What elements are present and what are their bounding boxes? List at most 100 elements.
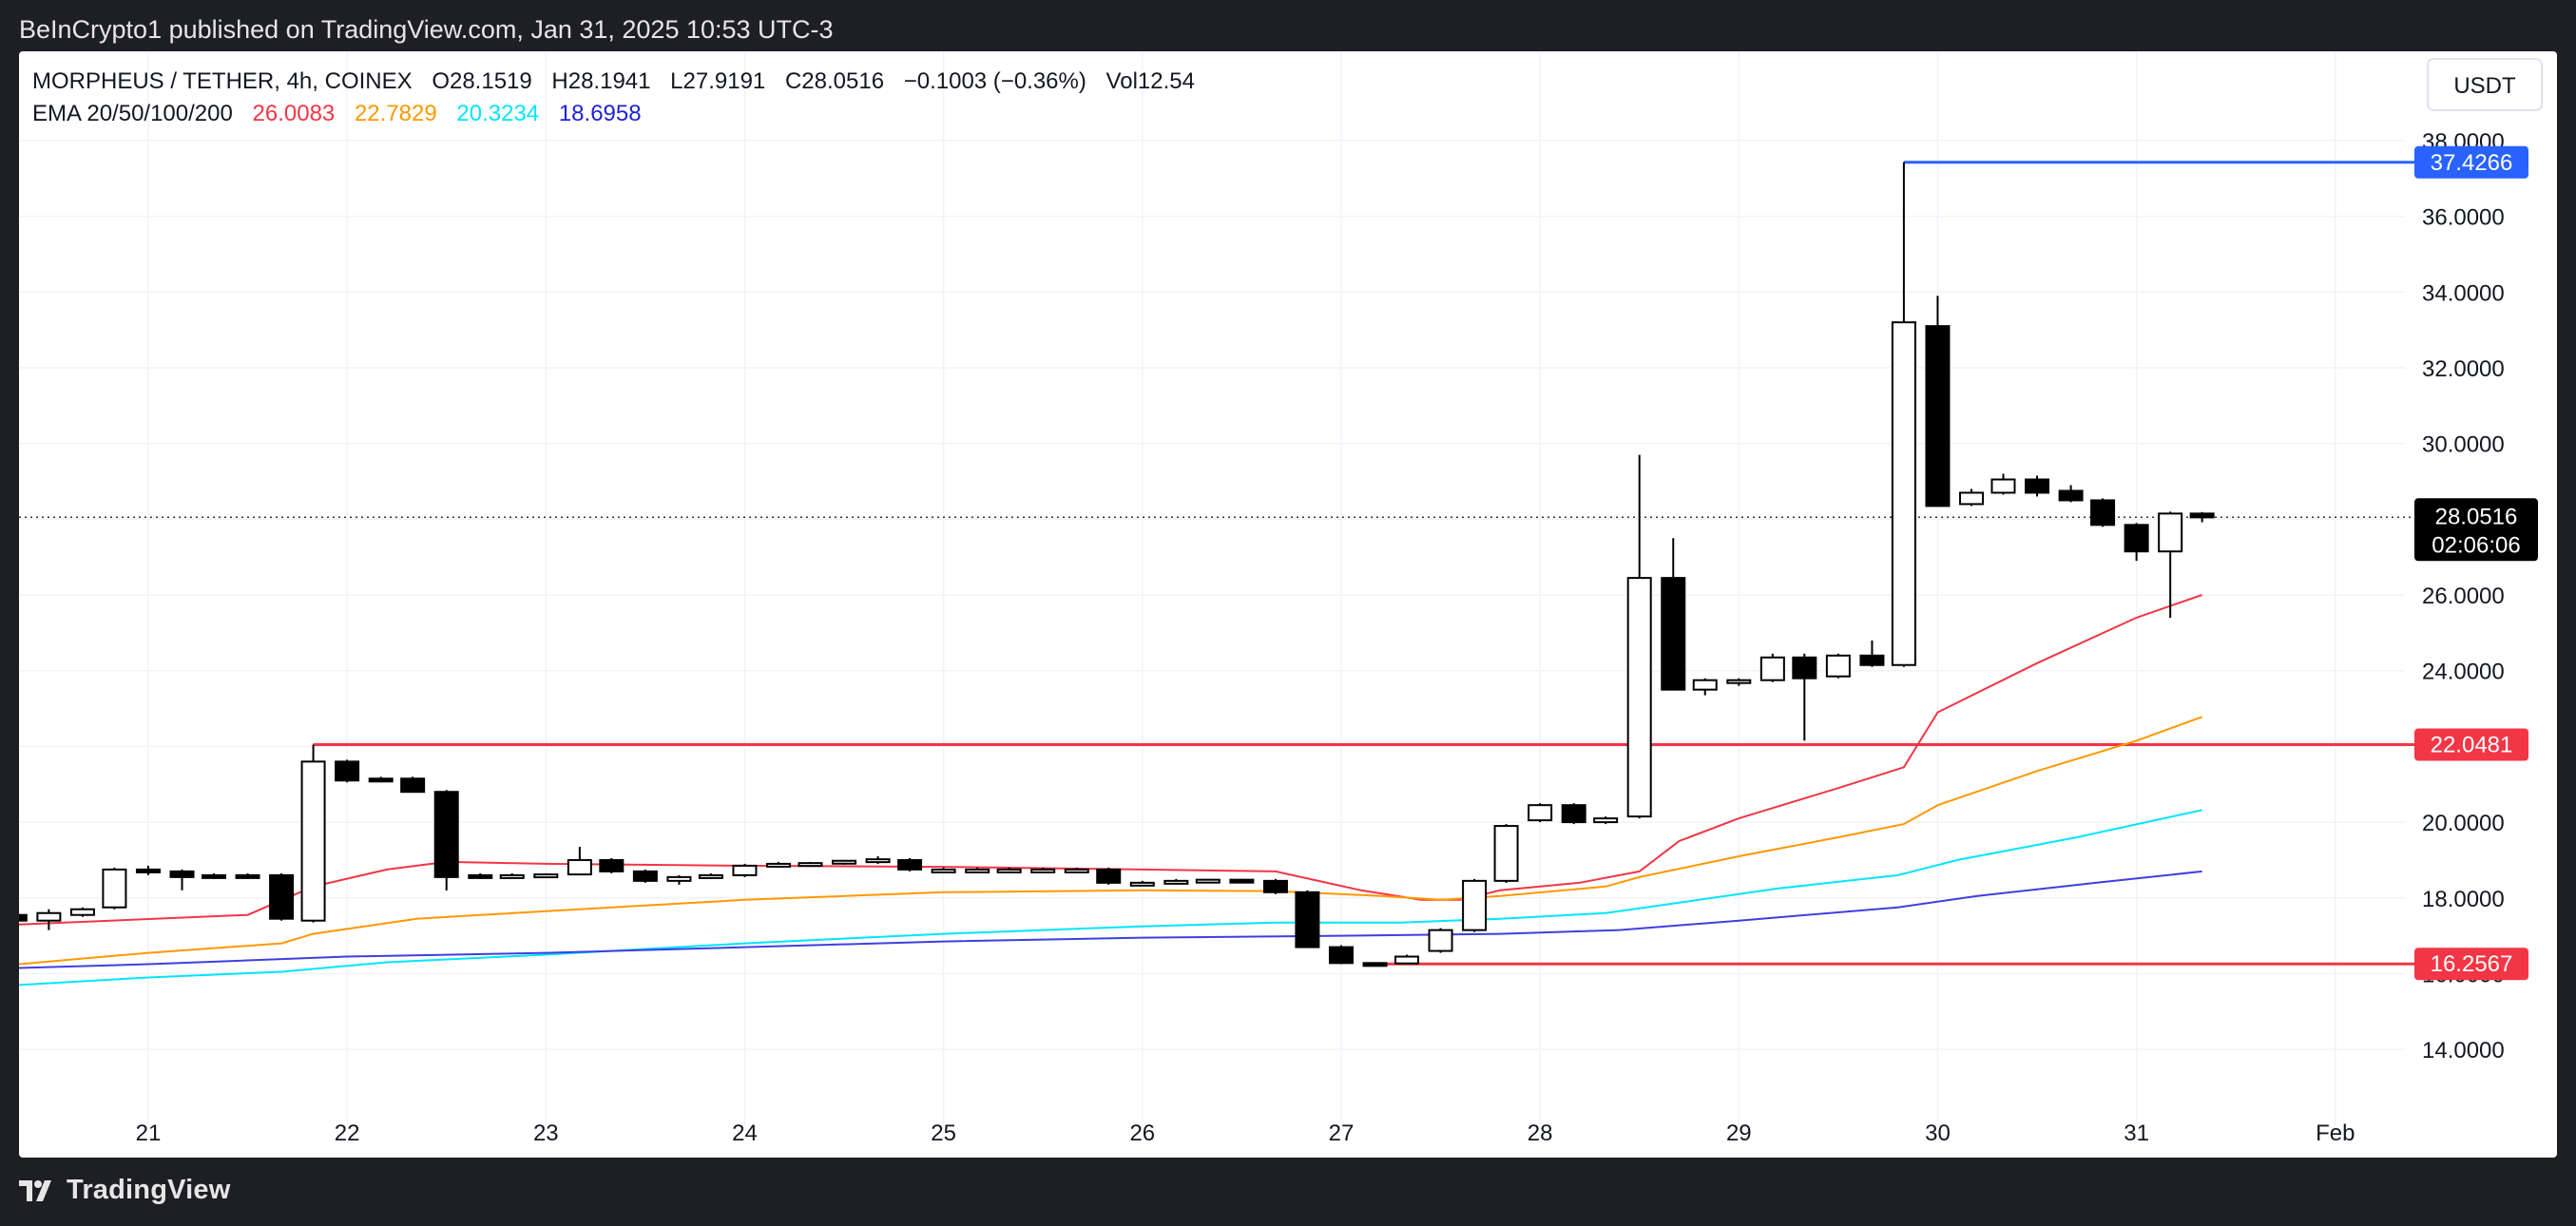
candle-body [1593,817,1619,824]
candle-body [533,873,559,879]
y-axis[interactable]: 14.000016.000018.000020.000022.000024.00… [2422,129,2505,1063]
candle-body [135,868,161,873]
candle [1428,928,1453,953]
candle-body [433,791,459,878]
candle [269,872,295,921]
candle [1528,803,1553,823]
x-axis[interactable]: 21 22 23 24 25 26 27 28 29 30 31 Feb [136,1121,2355,1146]
candle [2124,523,2149,562]
candle [468,872,493,879]
y-tick-label: 24.0000 [2422,660,2505,685]
candle [2090,498,2116,527]
x-tick-label: 27 [1329,1121,1355,1146]
candle-body [1626,577,1652,818]
legend-change: −0.1003 (−0.36%) [904,68,1086,94]
candle-body [400,777,426,794]
candle-body [1262,879,1288,893]
tradingview-logo-icon[interactable] [19,1178,57,1203]
price-tag-mid-level: 22.0481 [2414,728,2528,761]
legend-ema100-value: 20.3234 [456,101,539,126]
legend-low: L27.9191 [670,68,765,94]
x-tick-label: 24 [732,1121,758,1146]
candle [102,867,127,910]
currency-label[interactable]: USDT [2453,73,2516,99]
x-tick-label: 22 [335,1121,360,1146]
candle-body [1030,868,1056,873]
y-tick-label: 34.0000 [2422,280,2505,306]
chart-panel[interactable]: MORPHEUS / TETHER, 4h, COINEX O28.1519 H… [2,51,2557,1158]
x-tick-label: 25 [931,1121,956,1146]
legend-volume: Vol12.54 [1106,68,1195,94]
x-tick-label: 30 [1925,1121,1951,1146]
horizontal-levels [313,161,2414,966]
candle-body [1825,654,1851,678]
footer-brand[interactable]: TradingView [67,1175,231,1205]
candle [201,872,226,879]
price-tag-resistance-label: 37.4266 [2431,150,2513,176]
candle-body [798,862,823,868]
candle-body [1661,577,1686,691]
candle [1394,954,1419,965]
candle-body [69,908,95,916]
candle [931,867,956,873]
candle-body [1692,679,1718,691]
currency-button[interactable]: USDT [2427,58,2543,111]
candle-body [300,760,326,922]
candle [235,872,260,879]
candle-body [666,875,692,882]
price-tag-current: 28.0516 02:06:06 [2414,498,2538,562]
x-tick-label: 31 [2124,1121,2149,1146]
candle-body [2124,524,2149,553]
candle [1990,473,2016,495]
candle-body [368,777,394,783]
candle-body [1990,478,2016,494]
y-tick-label: 32.0000 [2422,356,2505,382]
svg-text:MORPHEUS / TETHER, 4h, COINEX: MORPHEUS / TETHER, 4h, COINEX O28.1519 H… [32,68,1195,94]
candle [1493,824,1519,883]
candle-body [766,862,792,868]
candle [1825,653,1851,679]
candle [1891,162,1916,667]
candles [2,162,2215,967]
candle-body [1295,891,1320,948]
candle [1726,678,1752,686]
legend: MORPHEUS / TETHER, 4h, COINEX O28.1519 H… [32,68,1195,126]
candle-body [1759,656,1785,681]
candle-body [468,873,493,879]
candle [1295,890,1320,948]
candle [1925,296,1951,508]
candle [1096,867,1122,885]
candle-body [201,873,226,879]
candle [1792,653,1817,741]
candle-body [1462,879,1488,931]
legend-high: H28.1941 [551,68,650,94]
candle [335,759,360,783]
candle-body [1328,946,1354,965]
ema-line [18,809,2202,987]
candle [2158,511,2183,618]
current-price-label: 28.0516 [2435,504,2518,529]
candle [1462,878,1488,932]
candle-body [996,868,1022,873]
candle [169,869,195,891]
candle-body [1096,868,1122,884]
candle-body [632,870,658,882]
candle [1328,945,1354,965]
candle-body [1726,679,1752,684]
candle [300,744,326,923]
candle-body [2058,489,2084,502]
candle [1661,538,1686,691]
candle [965,867,990,873]
candle-body [1493,825,1519,882]
candle [798,861,823,868]
candle [832,859,857,865]
svg-text:EMA 20/50/100/200 26.0: EMA 20/50/100/200 26.0083 22.7829 20.323… [32,101,642,126]
y-tick-label: 20.0000 [2422,811,2505,836]
price-chart[interactable]: MORPHEUS / TETHER, 4h, COINEX O28.1519 H… [2,51,2557,1158]
y-tick-label: 30.0000 [2422,432,2505,458]
candle [36,909,62,930]
y-tick-label: 36.0000 [2422,205,2505,231]
candle [368,776,394,783]
y-tick-label: 14.0000 [2422,1038,2505,1063]
x-tick-label: 28 [1528,1121,1553,1146]
